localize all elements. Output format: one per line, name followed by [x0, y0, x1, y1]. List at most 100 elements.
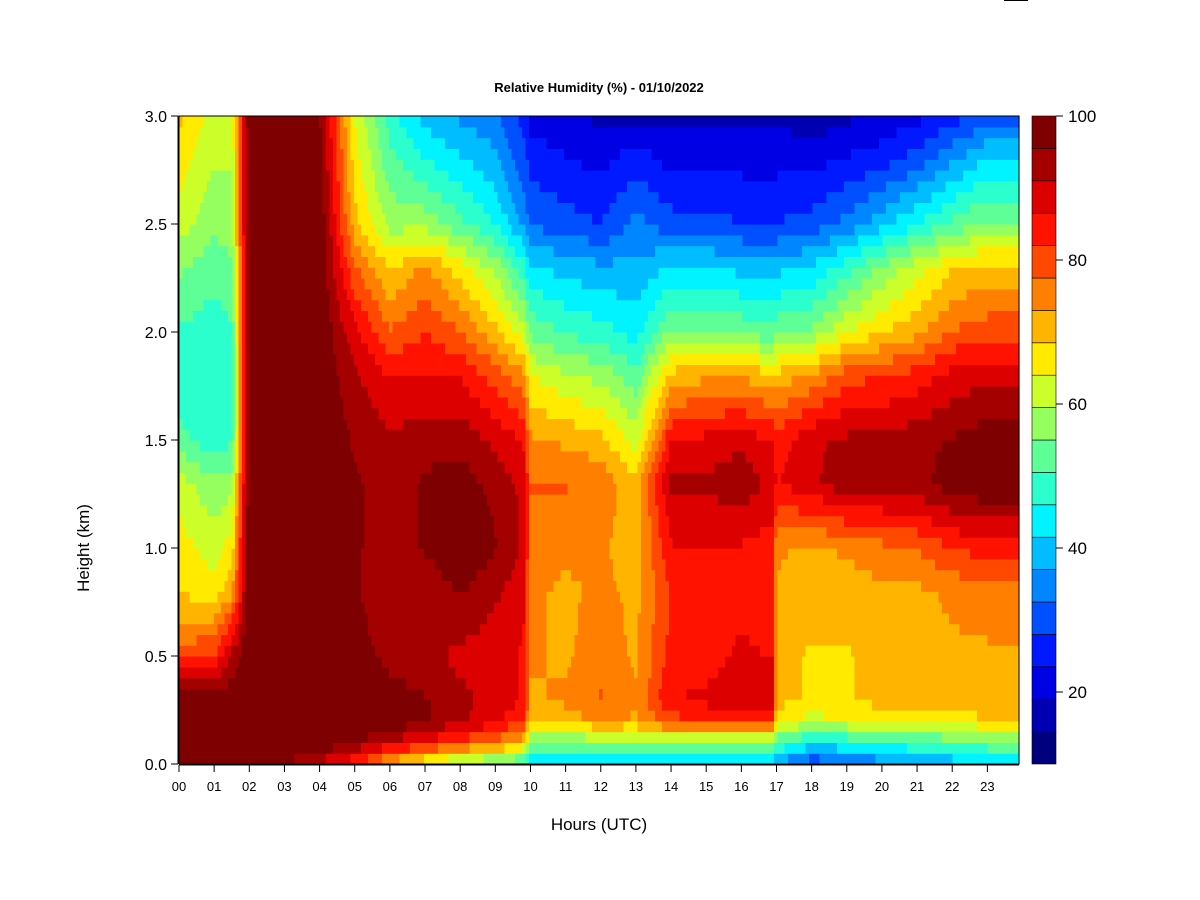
heatmap-cell — [375, 137, 380, 149]
heatmap-cell — [406, 386, 411, 398]
heatmap-cell — [245, 170, 250, 182]
heatmap-cell — [445, 267, 450, 279]
heatmap-cell — [445, 396, 450, 409]
heatmap-cell — [319, 353, 324, 365]
heatmap-cell — [200, 299, 205, 311]
heatmap-cell — [459, 364, 464, 376]
heatmap-cell — [217, 472, 222, 484]
heatmap-cell — [287, 688, 292, 700]
heatmap-cell — [189, 720, 194, 733]
heatmap-cell — [403, 742, 408, 754]
heatmap-cell — [399, 634, 404, 646]
heatmap-cell — [417, 191, 422, 203]
heatmap-cell — [238, 580, 243, 592]
heatmap-cell — [284, 299, 289, 311]
heatmap-cell — [256, 494, 261, 506]
heatmap-cell — [424, 321, 429, 333]
heatmap-cell — [326, 494, 331, 506]
heatmap-cell — [406, 245, 411, 257]
heatmap-cell — [228, 353, 233, 365]
heatmap-cell — [371, 342, 376, 355]
heatmap-cell — [340, 742, 345, 754]
heatmap-cell — [207, 450, 212, 463]
heatmap-cell — [389, 580, 394, 592]
heatmap-cell — [207, 342, 212, 355]
heatmap-cell — [273, 170, 278, 182]
heatmap-cell — [298, 342, 303, 355]
heatmap-cell — [438, 137, 443, 149]
heatmap-cell — [207, 472, 212, 484]
heatmap-cell — [368, 245, 373, 257]
heatmap-cell — [378, 753, 383, 765]
heatmap-cell — [427, 180, 432, 193]
heatmap-cell — [200, 245, 205, 257]
heatmap-cell — [455, 580, 460, 592]
heatmap-cell — [329, 288, 334, 301]
heatmap-cell — [277, 224, 282, 236]
heatmap-cell — [277, 137, 282, 149]
heatmap-cell — [270, 137, 275, 149]
heatmap-cell — [256, 278, 261, 290]
heatmap-cell — [413, 623, 418, 635]
heatmap-cell — [308, 202, 313, 214]
heatmap-cell — [399, 256, 404, 268]
heatmap-cell — [249, 688, 254, 700]
heatmap-cell — [336, 299, 341, 311]
heatmap-cell — [238, 656, 243, 668]
heatmap-cell — [263, 526, 268, 538]
heatmap-cell — [193, 483, 198, 495]
heatmap-cell — [399, 418, 404, 430]
heatmap-cell — [182, 602, 187, 614]
heatmap-cell — [340, 494, 345, 506]
heatmap-cell — [280, 515, 285, 527]
heatmap-cell — [333, 472, 338, 484]
heatmap-cell — [399, 332, 404, 344]
heatmap-cell — [193, 278, 198, 290]
heatmap-cell — [420, 278, 425, 290]
heatmap-cell — [329, 116, 334, 128]
heatmap-cell — [403, 407, 408, 419]
heatmap-cell — [298, 126, 303, 139]
heatmap-cell — [196, 418, 201, 430]
heatmap-cell — [245, 256, 250, 268]
heatmap-cell — [413, 656, 418, 668]
heatmap-cell — [305, 494, 310, 506]
heatmap-cell — [210, 656, 215, 668]
heatmap-cell — [396, 440, 401, 452]
heatmap-cell — [263, 731, 268, 743]
heatmap-cell — [441, 699, 446, 711]
heatmap-cell — [238, 180, 243, 193]
heatmap-cell — [326, 386, 331, 398]
heatmap-cell — [305, 623, 310, 635]
heatmap-cell — [396, 267, 401, 279]
heatmap-cell — [312, 224, 317, 236]
heatmap-cell — [182, 450, 187, 463]
heatmap-cell — [455, 386, 460, 398]
heatmap-cell — [280, 450, 285, 463]
heatmap-cell — [378, 548, 383, 560]
heatmap-cell — [329, 656, 334, 668]
heatmap-cell — [301, 440, 306, 452]
heatmap-cell — [368, 688, 373, 700]
heatmap-cell — [441, 753, 446, 765]
heatmap-cell — [336, 731, 341, 743]
heatmap-cell — [315, 461, 320, 473]
heatmap-cell — [441, 720, 446, 733]
heatmap-cell — [305, 699, 310, 711]
heatmap-cell — [200, 375, 205, 387]
heatmap-cell — [403, 548, 408, 560]
heatmap-cell — [214, 116, 219, 128]
heatmap-cell — [224, 278, 229, 290]
heatmap-cell — [445, 580, 450, 592]
heatmap-cell — [396, 602, 401, 614]
heatmap-cell — [424, 342, 429, 355]
heatmap-cell — [249, 191, 254, 203]
heatmap-cell — [354, 483, 359, 495]
heatmap-cell — [273, 288, 278, 301]
heatmap-cell — [399, 407, 404, 419]
heatmap-cell — [287, 202, 292, 214]
heatmap-cell — [343, 440, 348, 452]
heatmap-cell — [287, 429, 292, 441]
heatmap-cell — [245, 688, 250, 700]
heatmap-cell — [347, 742, 352, 754]
